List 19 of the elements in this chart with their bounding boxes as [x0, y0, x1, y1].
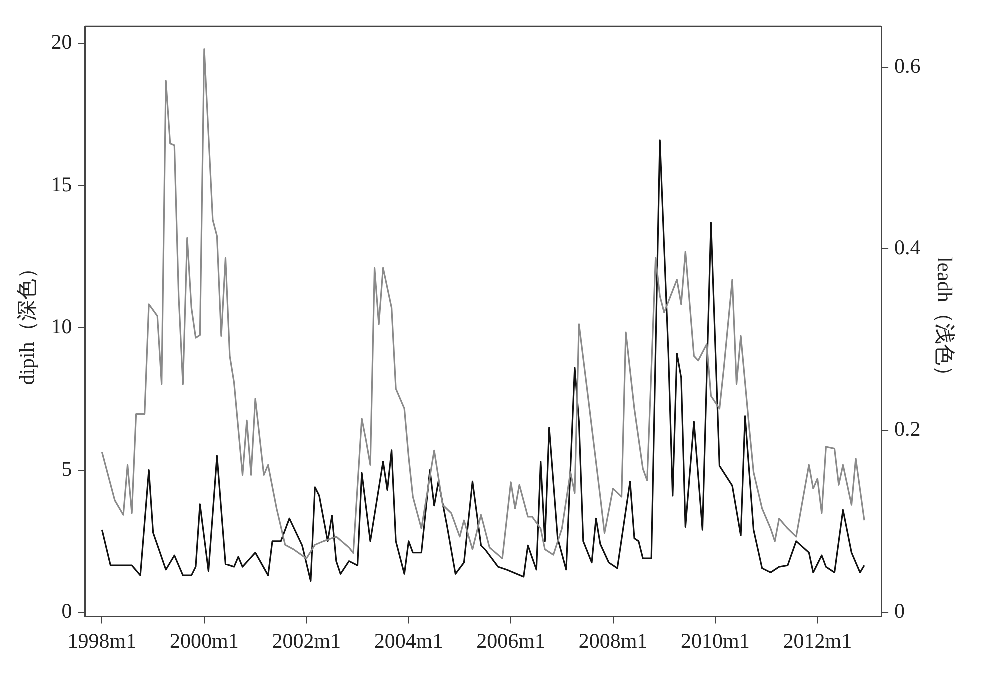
x-tick-label: 2008m1 — [578, 628, 648, 653]
x-tick-label: 2012m1 — [783, 628, 852, 653]
y2-tick-label: 0.2 — [894, 417, 921, 442]
x-tick-label: 2002m1 — [272, 628, 342, 653]
y-tick-label: 20 — [51, 30, 72, 54]
y2-tick-label: 0 — [894, 598, 906, 623]
y-axis-title: dipih（深色） — [15, 258, 40, 386]
x-tick-label: 2006m1 — [476, 628, 546, 653]
y-tick-label: 0 — [62, 599, 72, 624]
x-tick-label: 2010m1 — [681, 628, 750, 653]
y2-tick-label: 0.4 — [894, 236, 922, 260]
x-tick-label: 2000m1 — [170, 628, 239, 653]
y2-tick-label: 0.6 — [894, 54, 921, 78]
x-tick-label: 2004m1 — [374, 628, 444, 653]
y-tick-label: 5 — [62, 456, 72, 481]
y-tick-label: 15 — [51, 172, 72, 196]
x-tick-label: 1998m1 — [68, 628, 137, 653]
y-tick-label: 10 — [51, 314, 72, 339]
y2-axis-title: leadh（浅色） — [932, 256, 957, 386]
